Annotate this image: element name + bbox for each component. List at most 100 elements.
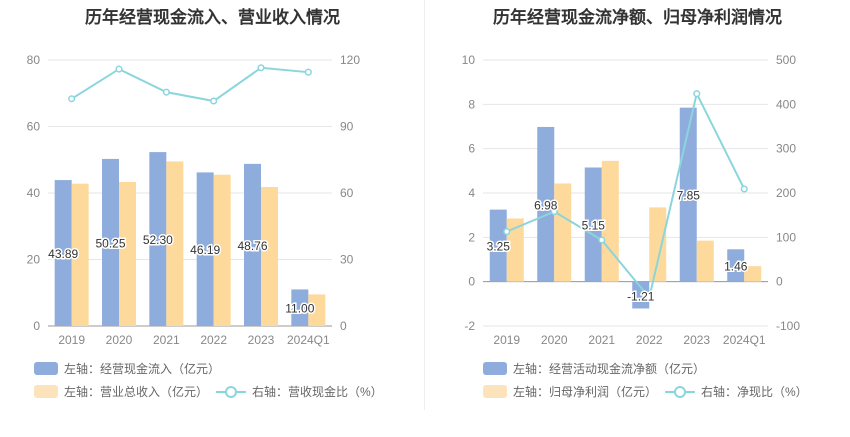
bar-secondary (696, 240, 714, 282)
y-right-tick-label: 400 (776, 97, 796, 111)
line-point (304, 68, 312, 76)
chart-panel-net-cashflow-profit: 历年经营现金流净额、归母净利润情况 -2 0 2 4 6 8 10 -100 0 100 200 30… (425, 0, 850, 437)
y-right-tick-label: 120 (340, 53, 360, 67)
bar-data-label: -1.21 (627, 289, 655, 303)
legend-item-cash-revenue-ratio[interactable]: 右轴：营收现金比（%） (216, 383, 383, 399)
line-point (115, 65, 123, 73)
bar-data-label: 11.00 (285, 302, 314, 316)
chart-plot: 0 20 40 60 80 0 30 60 90 120 2019 2020 2021 2022 2023 2… (27, 53, 361, 347)
y-left-tick-label: 40 (27, 186, 41, 200)
chart-plot: -2 0 2 4 6 8 10 -100 0 100 200 300 400 500 2019 2020 202… (462, 53, 801, 347)
bar-secondary (506, 218, 524, 282)
y-left-tick-label: 6 (468, 142, 475, 156)
x-tick-label: 2019 (493, 333, 520, 347)
line-point (598, 236, 606, 244)
legend-line-swatch (216, 385, 246, 399)
bar-secondary (213, 174, 231, 326)
bar-data-label: 3.25 (487, 240, 511, 254)
y-left-tick-label: 80 (27, 53, 41, 67)
chart-title: 历年经营现金流净额、归母净利润情况 (493, 8, 782, 27)
chart-panel-cashflow-revenue: 历年经营现金流入、营业收入情况 0 20 40 60 80 0 30 60 90 120 2019 2… (27, 8, 383, 399)
bar-secondary (166, 161, 184, 326)
bar-primary (102, 158, 119, 326)
legend-item-net-cashflow[interactable]: 左轴：经营活动现金流净额（亿元） (483, 360, 705, 376)
line-point (257, 64, 265, 72)
bar-data-label: 6.98 (534, 198, 558, 212)
y-left-tick-label: 60 (27, 120, 41, 134)
y-right-tick-label: 300 (776, 142, 796, 156)
y-left-tick-label: -2 (464, 319, 475, 333)
legend-swatch (483, 385, 507, 399)
line-point (210, 97, 218, 105)
y-right-tick-label: 100 (776, 230, 796, 244)
y-left-tick-label: 0 (33, 319, 40, 333)
y-right-tick-label: 30 (340, 253, 354, 267)
bar-primary (489, 209, 507, 282)
y-right-tick-label: 200 (776, 186, 796, 200)
bar-secondary (308, 294, 326, 326)
bar-secondary (554, 183, 572, 282)
line-point (550, 208, 558, 216)
bar-primary (537, 126, 555, 282)
x-tick-label: 2021 (588, 333, 615, 347)
series-line (71, 66, 309, 103)
panel-divider (424, 0, 425, 410)
line-point (740, 185, 748, 193)
bar-primary (196, 172, 214, 326)
x-tick-label: 2023 (683, 333, 710, 347)
bar-secondary (601, 160, 619, 282)
y-left-tick-label: 8 (468, 97, 475, 111)
x-tick-label: 2024Q1 (287, 333, 330, 347)
y-right-tick-label: 0 (776, 275, 783, 289)
bar-secondary (261, 187, 278, 326)
line-point (503, 228, 511, 236)
bar-data-label: 43.89 (48, 247, 78, 261)
y-left-tick-label: 2 (468, 230, 475, 244)
bar-data-label: 1.46 (724, 259, 748, 273)
line-point (693, 90, 701, 98)
legend-item-net-profit[interactable]: 左轴：归母净利润（亿元） (483, 383, 657, 399)
legend-swatch (34, 362, 58, 376)
x-tick-label: 2019 (58, 333, 85, 347)
bar-secondary (649, 207, 667, 282)
x-tick-label: 2020 (106, 333, 133, 347)
legend-item-cash-inflow[interactable]: 左轴：经营现金流入（亿元） (34, 360, 220, 376)
bar-data-label: 5.15 (582, 219, 606, 233)
x-tick-label: 2021 (153, 333, 180, 347)
y-left-tick-label: 10 (462, 53, 476, 67)
y-right-tick-label: -100 (776, 319, 800, 333)
legend-swatch (483, 362, 507, 376)
bar-secondary (119, 182, 136, 326)
y-right-tick-label: 90 (340, 120, 354, 134)
legend-item-revenue[interactable]: 左轴：营业总收入（亿元） (34, 383, 208, 399)
line-point (645, 294, 653, 302)
y-left-tick-label: 4 (468, 186, 475, 200)
bar-data-label: 48.76 (237, 239, 267, 253)
x-tick-label: 2024Q1 (723, 333, 766, 347)
bar-primary (584, 167, 602, 282)
x-tick-label: 2022 (200, 333, 227, 347)
bar-secondary (744, 266, 762, 282)
line-point (68, 95, 76, 103)
x-tick-label: 2020 (541, 333, 568, 347)
y-right-tick-label: 0 (340, 319, 347, 333)
bar-primary (244, 163, 261, 326)
bar-secondary (71, 183, 89, 326)
y-right-tick-label: 60 (340, 186, 354, 200)
y-right-tick-label: 500 (776, 53, 796, 67)
bar-data-label: 46.19 (190, 243, 220, 257)
legend-line-swatch (665, 385, 695, 399)
bar-primary (291, 289, 309, 326)
series-line (506, 90, 746, 300)
bar-primary (632, 281, 650, 309)
chart-title: 历年经营现金流入、营业收入情况 (85, 8, 340, 27)
line-point (162, 88, 170, 96)
x-tick-label: 2023 (248, 333, 275, 347)
x-tick-label: 2022 (636, 333, 663, 347)
legend-swatch (34, 385, 58, 399)
y-left-tick-label: 20 (27, 253, 41, 267)
bar-data-label: 7.85 (677, 189, 701, 203)
bar-data-label: 52.30 (143, 233, 173, 247)
legend-item-net-cash-ratio[interactable]: 右轴：净现比（%） (665, 383, 808, 399)
bar-primary (727, 249, 745, 282)
